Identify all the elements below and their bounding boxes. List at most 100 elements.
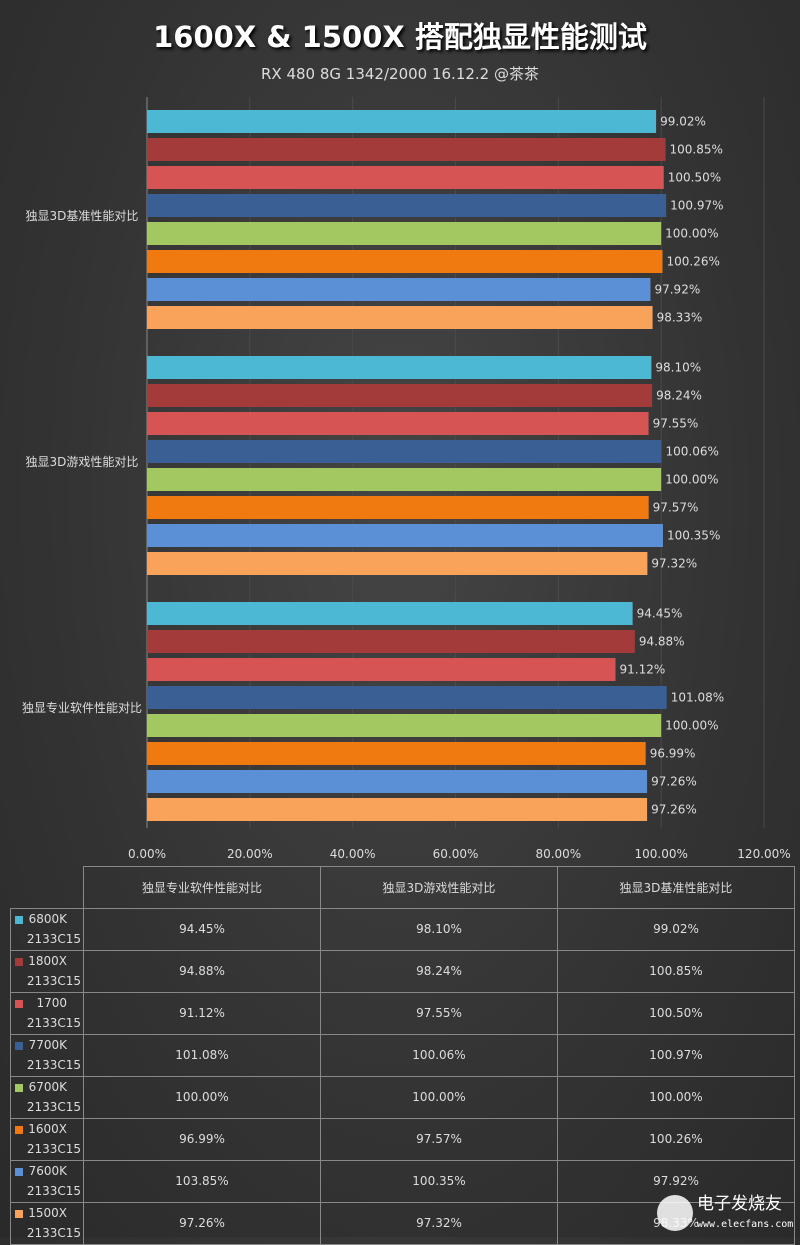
chart-subtitle: RX 480 8G 1342/2000 16.12.2 @茶茶 xyxy=(261,65,539,83)
bar xyxy=(147,194,667,217)
category-label: 独显3D游戏性能对比 xyxy=(26,455,139,469)
bar xyxy=(147,552,648,575)
table-corner xyxy=(11,867,84,909)
column-header: 独显专业软件性能对比 xyxy=(83,866,321,909)
data-label: 100.00% xyxy=(665,473,718,487)
legend-cell: 6700K 2133C15 xyxy=(10,1075,84,1119)
data-label: 100.97% xyxy=(670,199,723,213)
table-cell: 100.00% xyxy=(320,1075,558,1119)
data-label: 98.10% xyxy=(655,361,701,375)
data-label: 97.57% xyxy=(653,501,699,515)
data-label: 101.08% xyxy=(671,691,724,705)
table-cell: 100.35% xyxy=(320,1159,558,1203)
legend-label: 1700 xyxy=(36,996,67,1010)
data-label: 91.12% xyxy=(620,663,666,677)
bar xyxy=(147,524,663,547)
data-label: 100.26% xyxy=(667,255,720,269)
legend-label: 1800X xyxy=(28,954,67,968)
legend-sublabel: 2133C15 xyxy=(26,1100,81,1114)
x-tick-label: 60.00% xyxy=(433,847,479,861)
table-row: 1700 2133C15 91.12% 97.55% 100.50% xyxy=(10,991,795,1035)
legend-label: 7600K xyxy=(28,1164,67,1178)
data-label: 100.35% xyxy=(667,529,720,543)
table-cell: 103.85% xyxy=(83,1159,321,1203)
data-table: 独显专业软件性能对比 独显3D游戏性能对比 独显3D基准性能对比 6800K 2133C… xyxy=(10,866,795,1245)
data-label: 97.26% xyxy=(651,775,697,789)
table-cell: 100.00% xyxy=(83,1075,321,1119)
table-cell: 97.32% xyxy=(320,1201,558,1245)
bar xyxy=(147,770,648,793)
legend-sublabel: 2133C15 xyxy=(26,1226,81,1240)
bar xyxy=(147,250,663,273)
data-label: 99.02% xyxy=(660,115,706,129)
table-cell: 97.55% xyxy=(320,991,558,1035)
category-label: 独显3D基准性能对比 xyxy=(26,209,139,223)
bar xyxy=(147,384,653,407)
bar xyxy=(147,222,662,245)
x-tick-label: 0.00% xyxy=(128,847,166,861)
bar xyxy=(147,602,633,625)
table-row: 6700K 2133C15 100.00% 100.00% 100.00% xyxy=(10,1075,795,1119)
legend-swatch xyxy=(15,1125,23,1134)
data-label: 97.32% xyxy=(651,557,697,571)
bar xyxy=(147,306,653,329)
legend-swatch xyxy=(15,1209,23,1218)
data-label: 98.33% xyxy=(657,311,703,325)
table-cell: 100.50% xyxy=(557,991,795,1035)
table-cell: 98.24% xyxy=(320,949,558,993)
bar xyxy=(147,412,649,435)
table-cell: 96.99% xyxy=(83,1117,321,1161)
bar xyxy=(147,496,649,519)
chart-title: 1600X & 1500X 搭配独显性能测试 xyxy=(153,20,647,54)
legend-label: 6800K xyxy=(28,912,67,926)
legend-swatch xyxy=(15,1083,23,1092)
legend-cell: 1700 2133C15 xyxy=(10,991,84,1035)
bar xyxy=(147,440,662,463)
watermark-logo: 电子发烧友 www.elecfans.com xyxy=(657,1194,793,1231)
legend-sublabel: 2133C15 xyxy=(26,932,81,946)
bar xyxy=(147,742,646,765)
legend-swatch xyxy=(15,957,23,966)
legend-sublabel: 2133C15 xyxy=(26,1016,81,1030)
column-header: 独显3D基准性能对比 xyxy=(557,866,795,909)
table-row: 7700K 2133C15 101.08% 100.06% 100.97% xyxy=(10,1033,795,1077)
table-cell: 100.85% xyxy=(557,949,795,993)
table-cell: 100.06% xyxy=(320,1033,558,1077)
data-label: 94.88% xyxy=(639,635,685,649)
svg-text:电子发烧友: 电子发烧友 xyxy=(697,1194,782,1214)
bar xyxy=(147,278,651,301)
bar-chart: 0.00% 20.00% 40.00% 60.00% 80.00% 100.00% 120.… xyxy=(22,97,791,861)
bar xyxy=(147,468,662,491)
x-tick-label: 20.00% xyxy=(227,847,273,861)
table-cell: 100.26% xyxy=(557,1117,795,1161)
category-label: 独显专业软件性能对比 xyxy=(22,700,142,715)
data-label: 100.00% xyxy=(665,719,718,733)
data-label: 97.92% xyxy=(654,283,700,297)
legend-sublabel: 2133C15 xyxy=(26,1058,81,1072)
table-row: 6800K 2133C15 94.45% 98.10% 99.02% xyxy=(10,907,795,951)
table-cell: 97.26% xyxy=(83,1201,321,1245)
legend-label: 7700K xyxy=(28,1038,67,1052)
table-cell: 100.00% xyxy=(557,1075,795,1119)
legend-swatch xyxy=(15,999,23,1008)
legend-swatch xyxy=(15,1041,23,1050)
data-label: 100.50% xyxy=(668,171,721,185)
table-cell: 94.45% xyxy=(83,907,321,951)
legend-label: 1600X xyxy=(28,1122,67,1136)
legend-sublabel: 2133C15 xyxy=(26,1142,81,1156)
bar xyxy=(147,686,667,709)
column-header: 独显3D游戏性能对比 xyxy=(320,866,558,909)
legend-label: 1500X xyxy=(28,1206,67,1220)
legend-cell: 6800K 2133C15 xyxy=(10,907,84,951)
legend-cell: 1600X 2133C15 xyxy=(10,1117,84,1161)
table-cell: 91.12% xyxy=(83,991,321,1035)
legend-cell: 1800X 2133C15 xyxy=(10,949,84,993)
data-label: 96.99% xyxy=(650,747,696,761)
data-label: 97.55% xyxy=(653,417,699,431)
x-tick-label: 100.00% xyxy=(634,847,687,861)
data-label: 100.00% xyxy=(665,227,718,241)
table-cell: 94.88% xyxy=(83,949,321,993)
data-label: 98.24% xyxy=(656,389,702,403)
bar xyxy=(147,110,657,133)
legend-cell: 7700K 2133C15 xyxy=(10,1033,84,1077)
